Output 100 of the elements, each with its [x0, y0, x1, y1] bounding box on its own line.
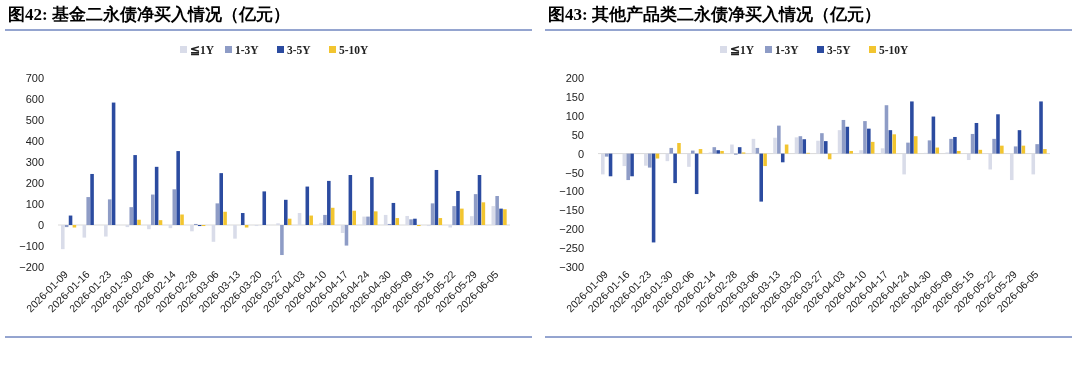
y-tick-label: 400 [25, 135, 44, 147]
bar [495, 196, 499, 225]
bar [395, 218, 400, 225]
bar [176, 151, 180, 225]
bar [240, 213, 245, 225]
bar [469, 216, 474, 225]
y-tick-label: 300 [25, 156, 44, 168]
y-tick-label: 200 [565, 72, 584, 84]
legend-label: 5-10Y [339, 44, 370, 56]
y-tick-label: 150 [565, 90, 584, 103]
bar [219, 173, 223, 225]
bar [362, 216, 366, 225]
y-tick-label: −150 [559, 204, 584, 217]
bar [366, 216, 370, 225]
bar [1035, 144, 1039, 154]
bar [86, 197, 90, 225]
bar [777, 125, 781, 154]
bar [233, 225, 237, 239]
bar [802, 139, 807, 154]
bar [409, 219, 413, 225]
bar [309, 215, 313, 225]
legend-label: 1-3Y [775, 44, 800, 56]
bar [859, 150, 863, 154]
bar [630, 153, 634, 177]
bar [644, 153, 648, 166]
bar [90, 173, 94, 225]
legend-label: 3-5Y [827, 44, 852, 56]
bar [716, 150, 720, 154]
y-tick-label: −100 [19, 240, 44, 252]
bar [147, 225, 151, 230]
bar [129, 207, 134, 225]
y-tick-label: −200 [559, 223, 584, 236]
bar [1013, 146, 1018, 154]
bar [677, 143, 681, 154]
y-tick-label: 200 [25, 177, 44, 189]
bar [880, 148, 885, 154]
bar [180, 214, 184, 225]
bar [992, 138, 996, 154]
bar [491, 206, 496, 225]
bar [1000, 145, 1004, 154]
bar [763, 153, 767, 167]
bar [957, 150, 961, 154]
bar [780, 153, 785, 163]
y-tick-label: −100 [559, 185, 584, 198]
bar [892, 134, 897, 154]
bar [1039, 101, 1043, 154]
bar [280, 225, 284, 256]
bar [503, 209, 507, 225]
bar [949, 138, 953, 154]
bar [137, 219, 141, 225]
y-tick-label: 0 [37, 219, 44, 231]
bar [773, 137, 777, 154]
bar [988, 153, 993, 170]
bar [327, 180, 331, 225]
y-tick-label: −300 [559, 261, 584, 273]
bar [673, 153, 677, 184]
bar [953, 136, 957, 154]
bar [935, 147, 940, 154]
bar [499, 208, 503, 225]
bar [913, 136, 918, 154]
bar [319, 222, 323, 225]
bar [755, 147, 760, 154]
bar [405, 215, 409, 225]
bar [413, 218, 417, 225]
chart-title: 图43: 其他产品类二永债净买入情况（亿元） [548, 5, 881, 24]
y-tick-label: 50 [571, 128, 584, 141]
bar [669, 147, 674, 154]
bar [133, 155, 137, 225]
y-tick-label: −50 [565, 166, 584, 179]
bar [244, 225, 249, 228]
bar [759, 153, 763, 202]
y-tick-label: 100 [25, 198, 44, 210]
bar [190, 225, 194, 232]
bar [906, 142, 910, 154]
bar [1043, 149, 1047, 154]
bar [448, 225, 453, 228]
legend-label: 5-10Y [879, 44, 910, 56]
bar [626, 153, 630, 181]
bar [373, 211, 378, 225]
bar [352, 210, 357, 225]
chart-title: 图42: 基金二永债净买入情况（亿元） [8, 5, 290, 24]
bar [730, 144, 734, 154]
bar [712, 147, 717, 154]
y-tick-label: −200 [19, 261, 44, 273]
bar [824, 141, 828, 154]
bar [456, 190, 460, 225]
bar [370, 177, 374, 225]
bar [910, 101, 914, 154]
legend-label: 3-5Y [287, 44, 312, 56]
bar [820, 133, 824, 154]
y-tick-label: −250 [559, 242, 584, 255]
y-tick-label: 700 [25, 72, 44, 84]
bar [902, 153, 906, 175]
bar [104, 225, 108, 237]
bar [150, 194, 155, 225]
bar [601, 153, 605, 175]
bar [816, 140, 820, 154]
bar [72, 225, 77, 228]
y-tick-label: 0 [577, 147, 584, 160]
y-tick-label: 500 [25, 114, 44, 126]
